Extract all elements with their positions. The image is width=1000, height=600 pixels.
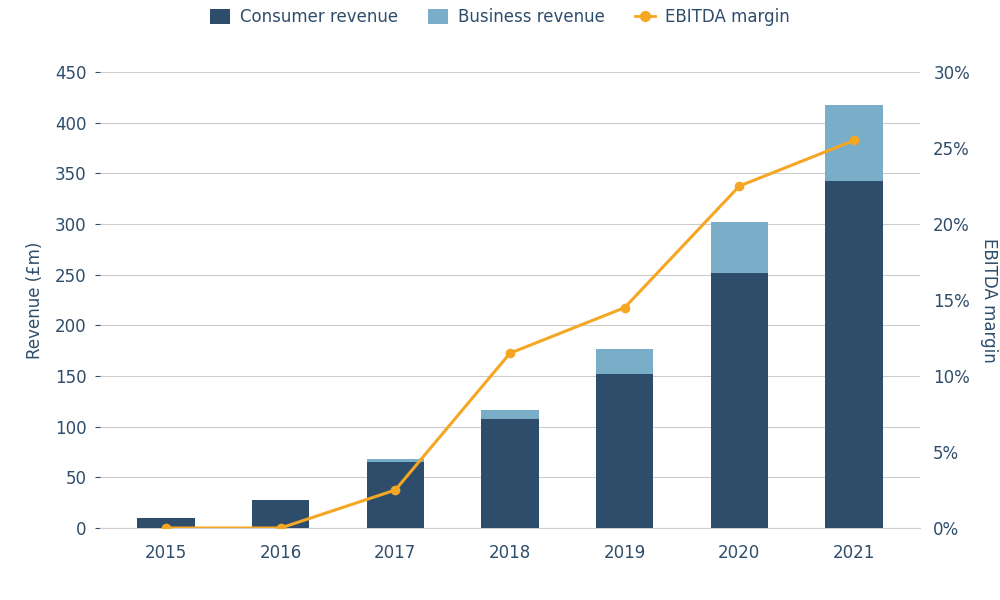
Bar: [252, 500, 309, 528]
Y-axis label: Revenue (£m): Revenue (£m): [26, 241, 44, 359]
Bar: [596, 374, 653, 528]
Bar: [711, 222, 768, 272]
Bar: [711, 272, 768, 528]
Bar: [367, 462, 424, 528]
EBITDA margin: [733, 182, 745, 190]
EBITDA margin: [504, 350, 516, 357]
Bar: [481, 410, 539, 419]
EBITDA margin: [160, 524, 172, 532]
Legend: Consumer revenue, Business revenue, EBITDA margin: Consumer revenue, Business revenue, EBIT…: [210, 8, 790, 26]
Bar: [825, 106, 883, 181]
EBITDA margin: [848, 137, 860, 144]
Bar: [596, 349, 653, 374]
Line: EBITDA margin: EBITDA margin: [161, 136, 859, 533]
EBITDA margin: [275, 524, 287, 532]
Bar: [825, 181, 883, 528]
Bar: [367, 459, 424, 462]
Bar: [137, 518, 195, 528]
EBITDA margin: [619, 304, 631, 311]
EBITDA margin: [389, 487, 401, 494]
Bar: [481, 419, 539, 528]
Y-axis label: EBITDA margin: EBITDA margin: [980, 238, 998, 362]
